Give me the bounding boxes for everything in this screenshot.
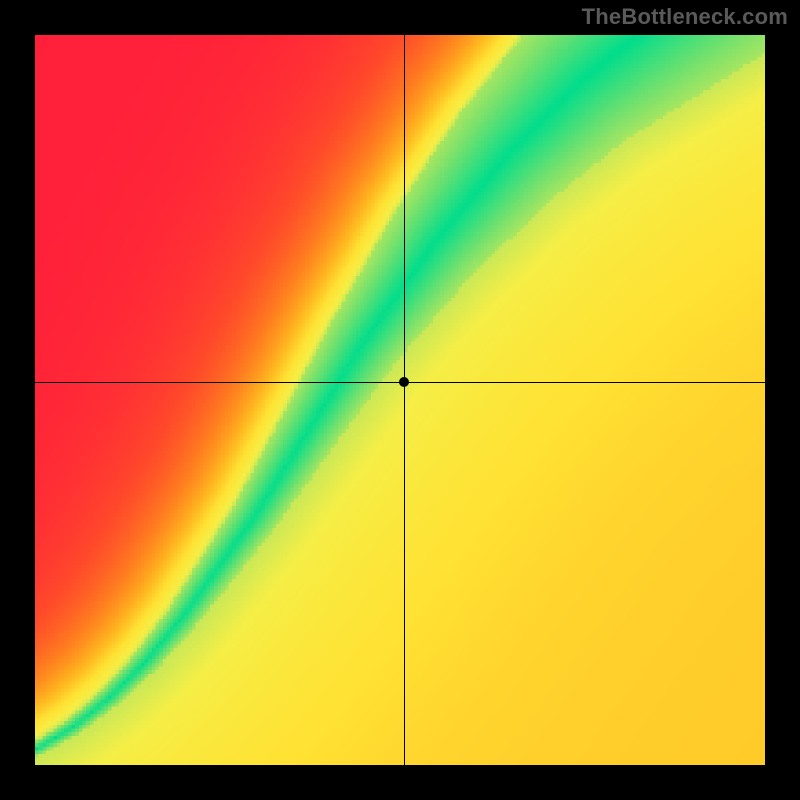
crosshair-marker	[399, 377, 409, 387]
plot-area	[35, 35, 765, 765]
heatmap-canvas	[35, 35, 765, 765]
crosshair-vertical	[404, 35, 405, 765]
chart-container: TheBottleneck.com	[0, 0, 800, 800]
watermark-text: TheBottleneck.com	[582, 4, 788, 30]
